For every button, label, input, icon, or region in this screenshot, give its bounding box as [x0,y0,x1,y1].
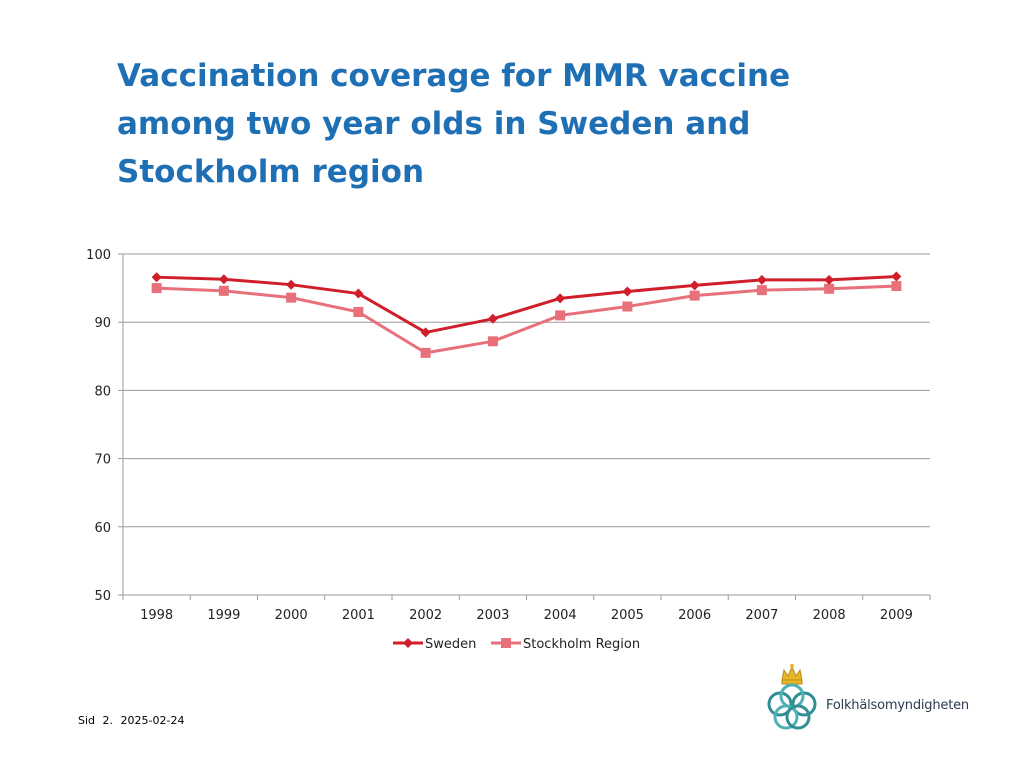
y-tick-label: 50 [94,589,111,604]
sweden-line [156,275,897,334]
sweden-point [487,313,498,324]
title-line: among two year olds in Sweden and [117,106,751,142]
y-tick-label: 90 [94,316,111,331]
page-number: 2. [102,714,114,727]
x-tick-label: 2001 [342,608,375,623]
stockholm-region-point [487,336,498,347]
stockholm-region-point [286,292,297,303]
stockholm-region-point [353,306,364,317]
logo-text: Folkhälsomyndigheten [826,698,969,713]
legend-stockholm-region-marker [501,638,511,648]
sweden-point [555,293,566,304]
sweden-point [689,280,700,291]
stockholm-region-point [420,347,431,358]
sweden-point [420,327,431,338]
crown-rings-icon [767,664,817,730]
sweden-point [286,279,297,290]
x-tick-label: 2008 [813,608,846,623]
x-tick-label: 1998 [140,608,173,623]
stockholm-region-point [824,283,835,294]
x-tick-label: 2004 [544,608,577,623]
y-tick-label: 100 [86,248,111,263]
stockholm-region-line [156,284,897,355]
y-tick-label: 60 [94,521,111,536]
footer-date: 2025-02-24 [120,714,185,727]
stockholm-region-point [756,285,767,296]
stockholm-region-point [622,301,633,312]
x-tick-label: 2003 [476,608,509,623]
y-tick-label: 80 [94,384,111,399]
sweden-point [891,271,902,282]
y-tick-label: 70 [94,453,111,468]
legend-stockholm-region-label: Stockholm Region [523,637,640,652]
x-tick-label: 2002 [409,608,442,623]
title-line: Vaccination coverage for MMR vaccine [117,58,791,94]
title-line: Stockholm region [117,154,425,190]
slide-title: Vaccination coverage for MMR vaccine amo… [117,52,817,196]
sweden-point [756,274,767,285]
sweden-point [151,272,162,283]
sweden-point [622,286,633,297]
stockholm-region-point [689,290,700,301]
x-tick-label: 2000 [275,608,308,623]
x-tick-label: 1999 [207,608,240,623]
sweden-point [353,288,364,299]
slide-footer: Sid 2. 2025-02-24 [78,714,188,727]
x-tick-label: 2007 [745,608,778,623]
stockholm-region-point [151,283,162,294]
x-tick-label: 2009 [880,608,913,623]
stockholm-region-point [218,285,229,296]
agency-logo: Folkhälsomyndigheten [760,662,969,734]
x-tick-label: 2006 [678,608,711,623]
footer-label: Sid [78,714,96,727]
sweden-point [218,274,229,285]
stockholm-region-point [555,310,566,321]
legend-sweden-label: Sweden [425,637,476,652]
sweden-point [824,274,835,285]
stockholm-region-point [891,281,902,292]
x-tick-label: 2005 [611,608,644,623]
legend-sweden-marker [403,638,413,648]
